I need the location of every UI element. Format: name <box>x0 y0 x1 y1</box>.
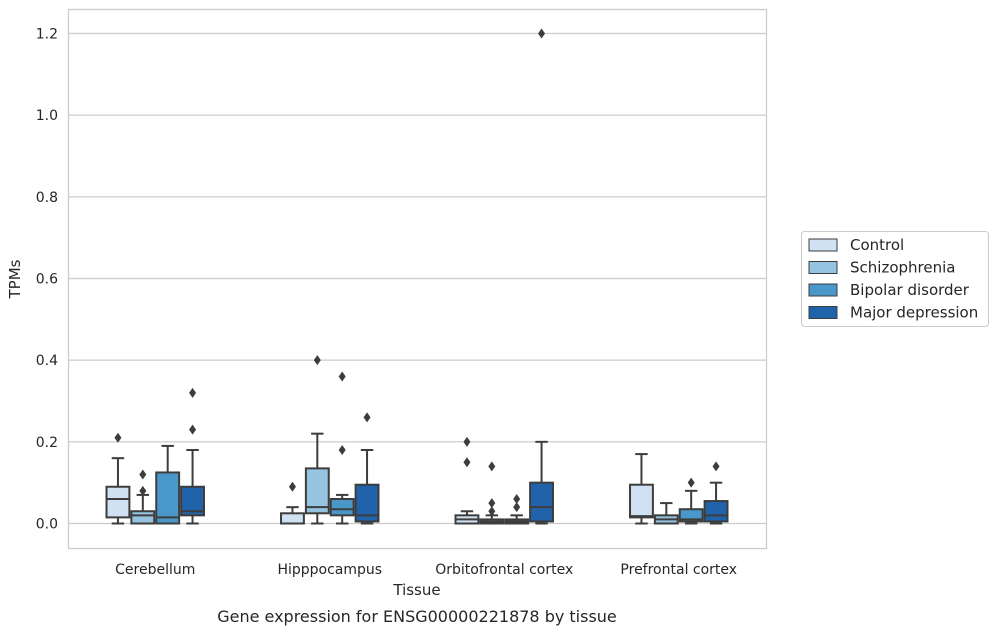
box-1-3 <box>354 412 380 525</box>
y-tick-label: 1.2 <box>36 27 58 43</box>
box-1-1 <box>304 355 330 525</box>
x-axis-title: Tissue <box>392 581 440 599</box>
box-body <box>304 467 330 515</box>
box-body <box>703 500 729 523</box>
box-body <box>329 498 355 517</box>
outlier-point <box>189 387 197 398</box>
box-0-2 <box>155 444 181 525</box>
legend-swatch <box>808 238 838 252</box>
legend-label: Major depression <box>850 304 978 322</box>
legend-swatch <box>808 306 838 319</box>
box-body <box>529 481 554 523</box>
x-tick-label: Hipppocampus <box>277 562 382 578</box>
outlier-point <box>363 412 371 423</box>
box-2-3 <box>529 28 554 525</box>
box-body <box>280 512 305 525</box>
box-2-0 <box>454 436 480 525</box>
outlier-point <box>338 445 346 455</box>
box-0-0 <box>105 432 131 525</box>
box-body <box>678 508 704 523</box>
legend-frame <box>801 231 989 327</box>
outlier-point <box>139 469 147 480</box>
box-0-3 <box>180 387 205 525</box>
outlier-point <box>513 494 521 504</box>
outlier-point <box>313 355 321 366</box>
legend-label: Bipolar disorder <box>850 281 970 299</box>
y-tick-label: 0.6 <box>36 272 58 288</box>
box-body <box>629 483 654 519</box>
outlier-point <box>712 461 720 472</box>
legend-swatch <box>808 261 838 274</box>
box-body <box>105 485 131 519</box>
outlier-point <box>687 477 695 488</box>
legend-label: Schizophrenia <box>850 259 955 277</box>
box-1-2 <box>329 371 355 525</box>
x-tick-label: Cerebellum <box>115 562 195 578</box>
box-3-1 <box>653 502 679 525</box>
legend-swatch <box>808 283 838 297</box>
box-0-1 <box>130 469 156 525</box>
box-body <box>354 483 380 523</box>
box-2-1 <box>479 461 505 525</box>
y-axis-title: TPMs <box>6 259 24 299</box>
outlier-point <box>189 424 197 435</box>
outlier-point <box>114 432 122 443</box>
box-3-2 <box>678 477 704 525</box>
outlier-point <box>463 457 471 468</box>
box-body <box>130 510 156 525</box>
y-gridlines <box>68 32 766 525</box>
box-3-3 <box>703 461 729 525</box>
outlier-point <box>338 371 346 382</box>
box-3-0 <box>629 453 654 525</box>
outlier-point <box>139 485 147 496</box>
y-tick-labels: 0.0 0.2 0.4 0.6 0.8 1.0 1.2 <box>36 27 58 533</box>
y-tick-label: 0.8 <box>36 190 58 206</box>
outlier-point <box>288 481 296 492</box>
outlier-point <box>488 506 496 517</box>
x-tick-label: Prefrontal cortex <box>620 562 737 578</box>
y-tick-label: 0.4 <box>36 353 58 369</box>
box-body <box>155 471 181 525</box>
boxes <box>105 28 729 525</box>
outlier-point <box>488 498 496 509</box>
x-tick-labels: Cerebellum Hipppocampus Orbitofrontal cort… <box>115 562 737 578</box>
legend-label: Control <box>850 236 904 254</box>
outlier-point <box>513 502 521 513</box>
box-body <box>180 485 205 517</box>
x-tick-label: Orbitofrontal cortex <box>435 562 573 578</box>
outlier-point <box>488 461 496 472</box>
figure-caption: Gene expression for ENSG00000221878 by t… <box>217 607 617 626</box>
outlier-point <box>538 28 546 39</box>
box-1-0 <box>280 481 305 525</box>
box-2-2 <box>504 494 530 525</box>
outlier-point <box>463 436 471 447</box>
y-tick-label: 0.2 <box>36 435 58 451</box>
y-tick-label: 1.0 <box>36 108 58 124</box>
legend: Control Schizophrenia Bipolar disorder Majo… <box>801 231 989 327</box>
y-tick-label: 0.0 <box>36 517 58 533</box>
